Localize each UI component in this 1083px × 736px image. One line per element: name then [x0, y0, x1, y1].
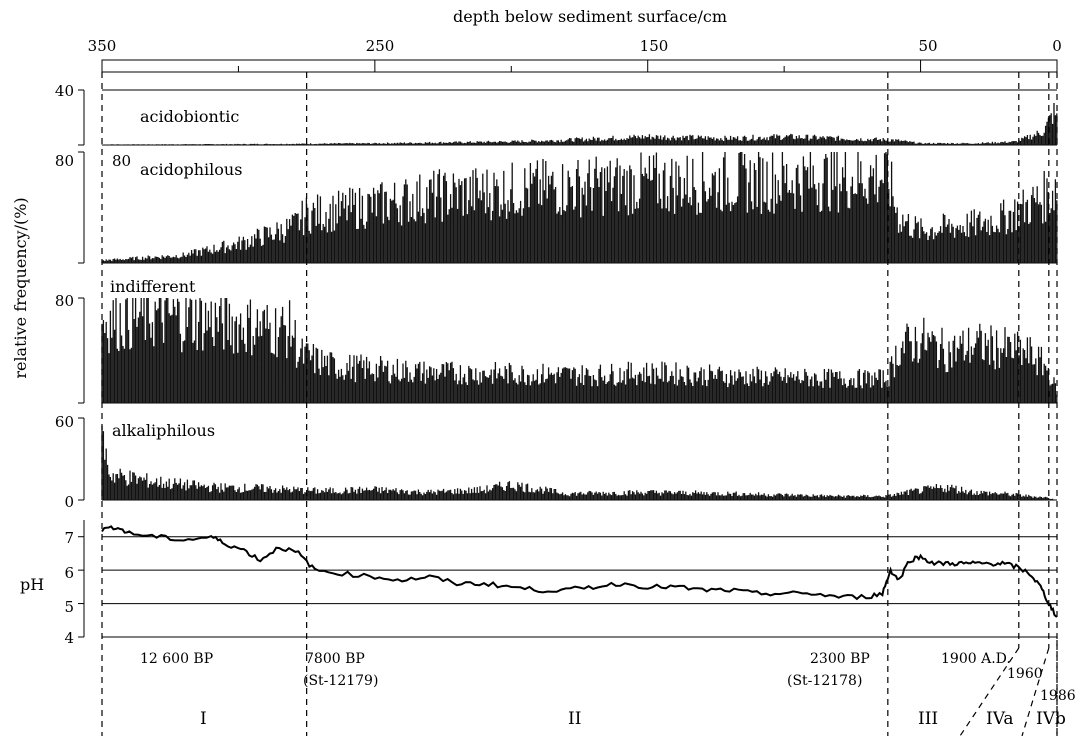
- zone-II: II: [568, 709, 581, 729]
- acidophilous-ytick: 80: [55, 152, 74, 170]
- y-axis-label: relative frequency/(%): [11, 197, 30, 378]
- ph-line: [101, 525, 1058, 618]
- ph-tick-6: 6: [64, 564, 74, 582]
- zone-I: I: [200, 709, 207, 729]
- top-axis-label: depth below sediment surface/cm: [453, 7, 727, 26]
- date-7800-lab: (St-12179): [303, 673, 378, 689]
- acidobiontic-label: acidobiontic: [140, 107, 239, 126]
- indifferent-label: indifferent: [110, 277, 196, 296]
- ph-tick-5: 5: [64, 598, 74, 616]
- indifferent-ytick: 80: [55, 292, 74, 310]
- top-tick-0: 0: [1052, 37, 1062, 55]
- date-2300: 2300 BP: [810, 651, 870, 667]
- date-2300-lab: (St-12178): [787, 673, 862, 689]
- top-tick-150: 150: [640, 37, 669, 55]
- date-1986: 1986: [1040, 688, 1076, 704]
- zone-III: III: [918, 709, 938, 729]
- acidophilous-bars: [101, 152, 1058, 263]
- date-1900: 1900 A.D.: [941, 651, 1011, 667]
- date-1960: 1960: [1007, 666, 1043, 682]
- chart-graphics: [78, 59, 1058, 736]
- acidobiontic-ytick: 40: [55, 82, 74, 100]
- zone-IVb: IVb: [1036, 709, 1066, 729]
- alkaliphilous-ytick: 60: [55, 413, 74, 431]
- ph-tick-4: 4: [64, 629, 74, 647]
- zone-IVa: IVa: [986, 709, 1014, 729]
- top-tick-350: 350: [88, 37, 117, 55]
- top-tick-50: 50: [918, 37, 937, 55]
- ph-tick-7: 7: [64, 529, 74, 547]
- acidophilous-label: acidophilous: [140, 160, 242, 179]
- indifferent-bars: [101, 298, 1058, 403]
- alkaliphilous-ytick-0: 0: [64, 493, 74, 511]
- date-7800: 7800 BP: [305, 651, 365, 667]
- top-tick-250: 250: [366, 37, 395, 55]
- alkaliphilous-bars: [101, 425, 1057, 500]
- boundary-1960-slant: [1021, 647, 1050, 736]
- alkaliphilous-label: alkaliphilous: [112, 421, 215, 440]
- acidobiontic-bars: [101, 103, 1058, 145]
- acidophilous-ytick-inner: 80: [112, 152, 131, 170]
- top-axis-frame: [101, 59, 1058, 73]
- boundary-1900ad-slant: [959, 647, 1020, 736]
- ph-axis-label: pH: [20, 575, 44, 594]
- date-12600: 12 600 BP: [140, 651, 213, 667]
